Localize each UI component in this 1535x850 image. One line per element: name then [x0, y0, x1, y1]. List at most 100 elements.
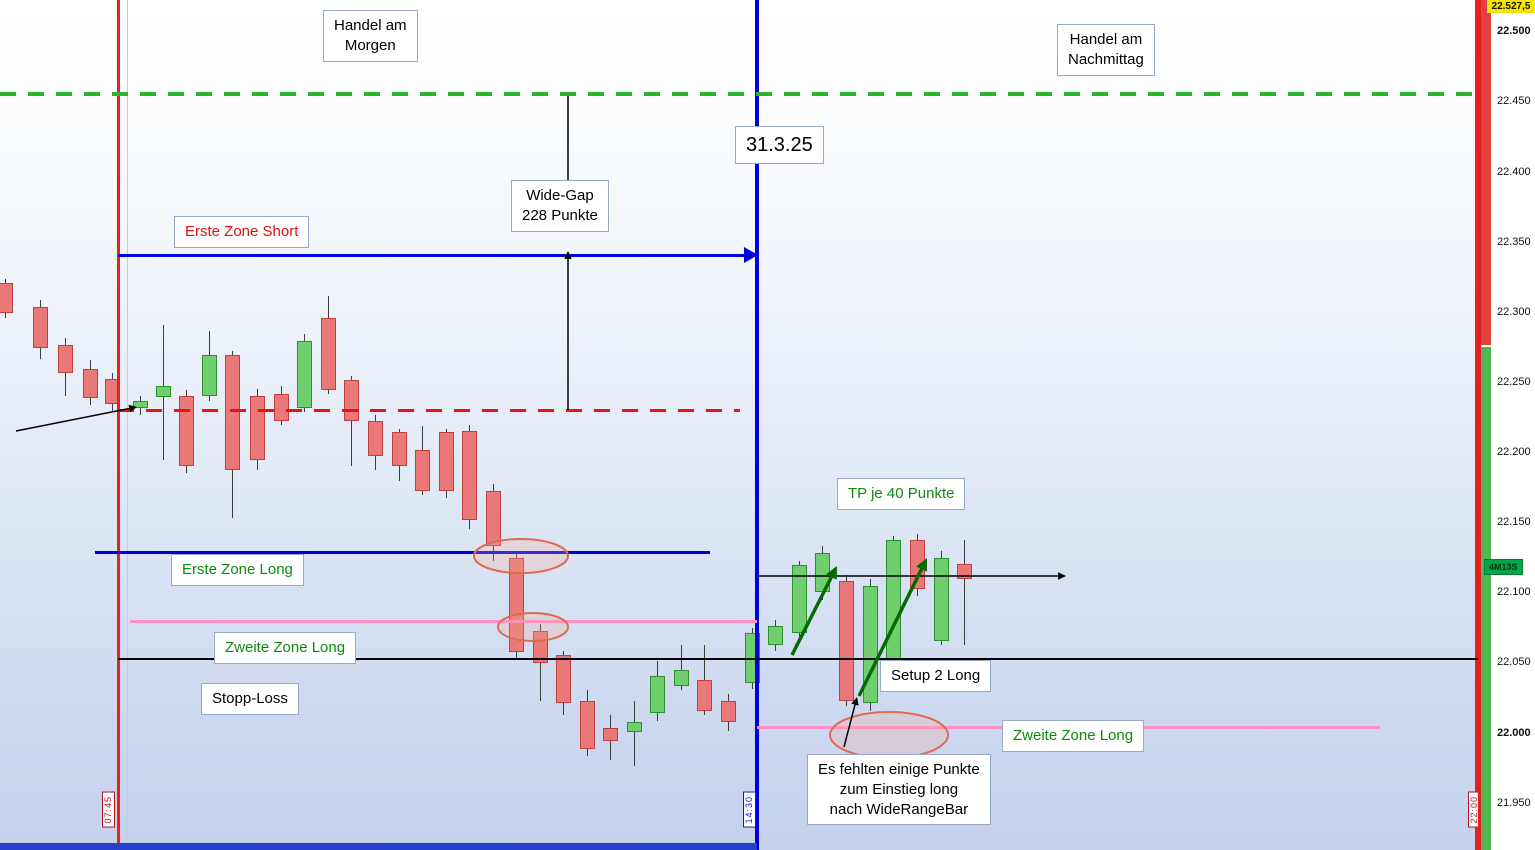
- label-line: Erste Zone Long: [182, 561, 293, 578]
- chart-area[interactable]: Handel am Morgen Handel am Nachmittag 31.3.2…: [0, 0, 1478, 850]
- label-line: Setup 2 Long: [891, 667, 981, 684]
- candle: [627, 722, 642, 733]
- label-line: TP je 40 Punkte: [848, 485, 955, 502]
- wide-gap-label[interactable]: Wide-Gap 228 Punkte: [511, 180, 609, 232]
- target-direction-arrow-head[interactable]: [1058, 572, 1066, 580]
- candle: [556, 655, 571, 703]
- candle: [721, 701, 736, 723]
- price-tick-label: 22.000: [1497, 726, 1531, 739]
- erste-zone-long-label[interactable]: Erste Zone Long: [171, 554, 304, 586]
- label-line: Morgen: [344, 36, 396, 54]
- erste-zone-short-label[interactable]: Erste Zone Short: [174, 216, 310, 248]
- candle: [415, 450, 430, 491]
- price-tick-label: 22.400: [1497, 165, 1531, 178]
- session-close-line[interactable]: [1474, 0, 1478, 850]
- stopp-loss-label[interactable]: Stopp-Loss: [201, 683, 299, 715]
- date-label[interactable]: 31.3.25: [735, 126, 824, 165]
- price-tick-label: 22.300: [1497, 305, 1531, 318]
- zweite-zone-long-label-right[interactable]: Zweite Zone Long: [1002, 720, 1145, 752]
- price-tick-label: 22.450: [1497, 95, 1531, 108]
- candle: [957, 563, 972, 580]
- price-tick-label: 22.050: [1497, 656, 1531, 669]
- price-tick-label: 22.500: [1497, 25, 1531, 38]
- time-label-2200: 22:00: [1468, 792, 1478, 828]
- label-line: Zweite Zone Long: [225, 639, 346, 656]
- candle-wick: [681, 645, 682, 691]
- widerangebar-note-label[interactable]: Es fehlten einige Punkte zum Einstieg lon…: [807, 754, 991, 826]
- scale-strip-lower: [1481, 347, 1491, 850]
- red-dashed-resistance-line[interactable]: [118, 409, 740, 413]
- label-line: Nachmittag: [1068, 50, 1144, 68]
- setup-2-long-label[interactable]: Setup 2 Long: [880, 660, 992, 692]
- label-line: zum Einstieg long: [839, 780, 959, 798]
- price-tick-label: 21.950: [1497, 796, 1531, 809]
- candle: [156, 385, 171, 397]
- handel-am-nachmittag-label[interactable]: Handel am Nachmittag: [1057, 24, 1155, 76]
- stopp-loss-line[interactable]: [118, 658, 1478, 661]
- price-tick-label: 22.250: [1497, 375, 1531, 388]
- gap-top-green-dashed-line[interactable]: [0, 91, 1478, 96]
- erste-zone-short-line[interactable]: [118, 253, 744, 257]
- missed-entry-ellipse[interactable]: [829, 711, 949, 759]
- candle: [274, 394, 289, 421]
- label-line: Handel am: [1069, 31, 1143, 48]
- candle: [650, 676, 665, 713]
- candle: [133, 401, 148, 409]
- handel-am-morgen-label[interactable]: Handel am Morgen: [323, 10, 418, 62]
- candle: [697, 680, 712, 712]
- label-line: Zweite Zone Long: [1013, 727, 1134, 744]
- candle: [202, 354, 217, 396]
- morning-session-open-line[interactable]: [116, 0, 120, 850]
- note-pointer-arrow[interactable]: [843, 699, 857, 748]
- candle: [863, 586, 878, 703]
- label-line: Handel am: [334, 17, 407, 34]
- candle: [250, 395, 265, 461]
- bottom-session-bar[interactable]: [0, 843, 757, 850]
- candle: [83, 368, 98, 399]
- erste-zone-long-line[interactable]: [95, 551, 710, 555]
- candle: [33, 307, 48, 348]
- afternoon-session-line[interactable]: [755, 0, 759, 850]
- candle: [462, 430, 477, 521]
- label-line: nach WideRangeBar: [829, 800, 969, 818]
- price-tick-label: 22.150: [1497, 516, 1531, 529]
- tp-je-40-punkte-label[interactable]: TP je 40 Punkte: [837, 478, 966, 510]
- label-line: Erste Zone Short: [185, 223, 299, 240]
- candle: [934, 558, 949, 641]
- zweite-zone-long-label-left[interactable]: Zweite Zone Long: [214, 632, 357, 664]
- candle: [179, 395, 194, 466]
- candle: [580, 701, 595, 749]
- label-line: Stopp-Loss: [212, 690, 288, 707]
- morning-session-open-line-thin[interactable]: [126, 0, 128, 850]
- indicator-badge: 4M13S: [1484, 559, 1523, 575]
- candle: [392, 432, 407, 466]
- candle-wick: [351, 375, 352, 466]
- candle: [839, 580, 854, 702]
- candle-wick: [634, 701, 635, 766]
- time-label-1430: 14:30: [743, 792, 756, 828]
- candle: [486, 490, 501, 546]
- price-tick-label: 22.200: [1497, 446, 1531, 459]
- label-line: 31.3.25: [746, 134, 813, 156]
- candle: [509, 558, 524, 653]
- label-line: Es fehlten einige Punkte: [818, 761, 980, 778]
- candle: [105, 378, 120, 404]
- candle: [603, 727, 618, 741]
- candle: [910, 540, 925, 590]
- time-label-0745: 07:45: [102, 792, 115, 828]
- zweite-zone-long-line-left[interactable]: [130, 619, 757, 623]
- price-axis[interactable]: 22.527,5 4M13S 22.500 22.450 22.400 22.350 2…: [1478, 0, 1535, 850]
- price-tick-label: 22.100: [1497, 586, 1531, 599]
- label-line: Wide-Gap: [526, 187, 594, 204]
- candle: [439, 432, 454, 491]
- candle: [0, 283, 13, 313]
- candle-wick: [964, 540, 965, 646]
- price-tick-label: 22.350: [1497, 235, 1531, 248]
- candle: [344, 380, 359, 421]
- candle: [297, 340, 312, 409]
- candle: [368, 420, 383, 456]
- label-line: 228 Punkte: [522, 206, 598, 224]
- current-price-tag: 22.527,5: [1487, 0, 1535, 13]
- candle: [58, 345, 73, 374]
